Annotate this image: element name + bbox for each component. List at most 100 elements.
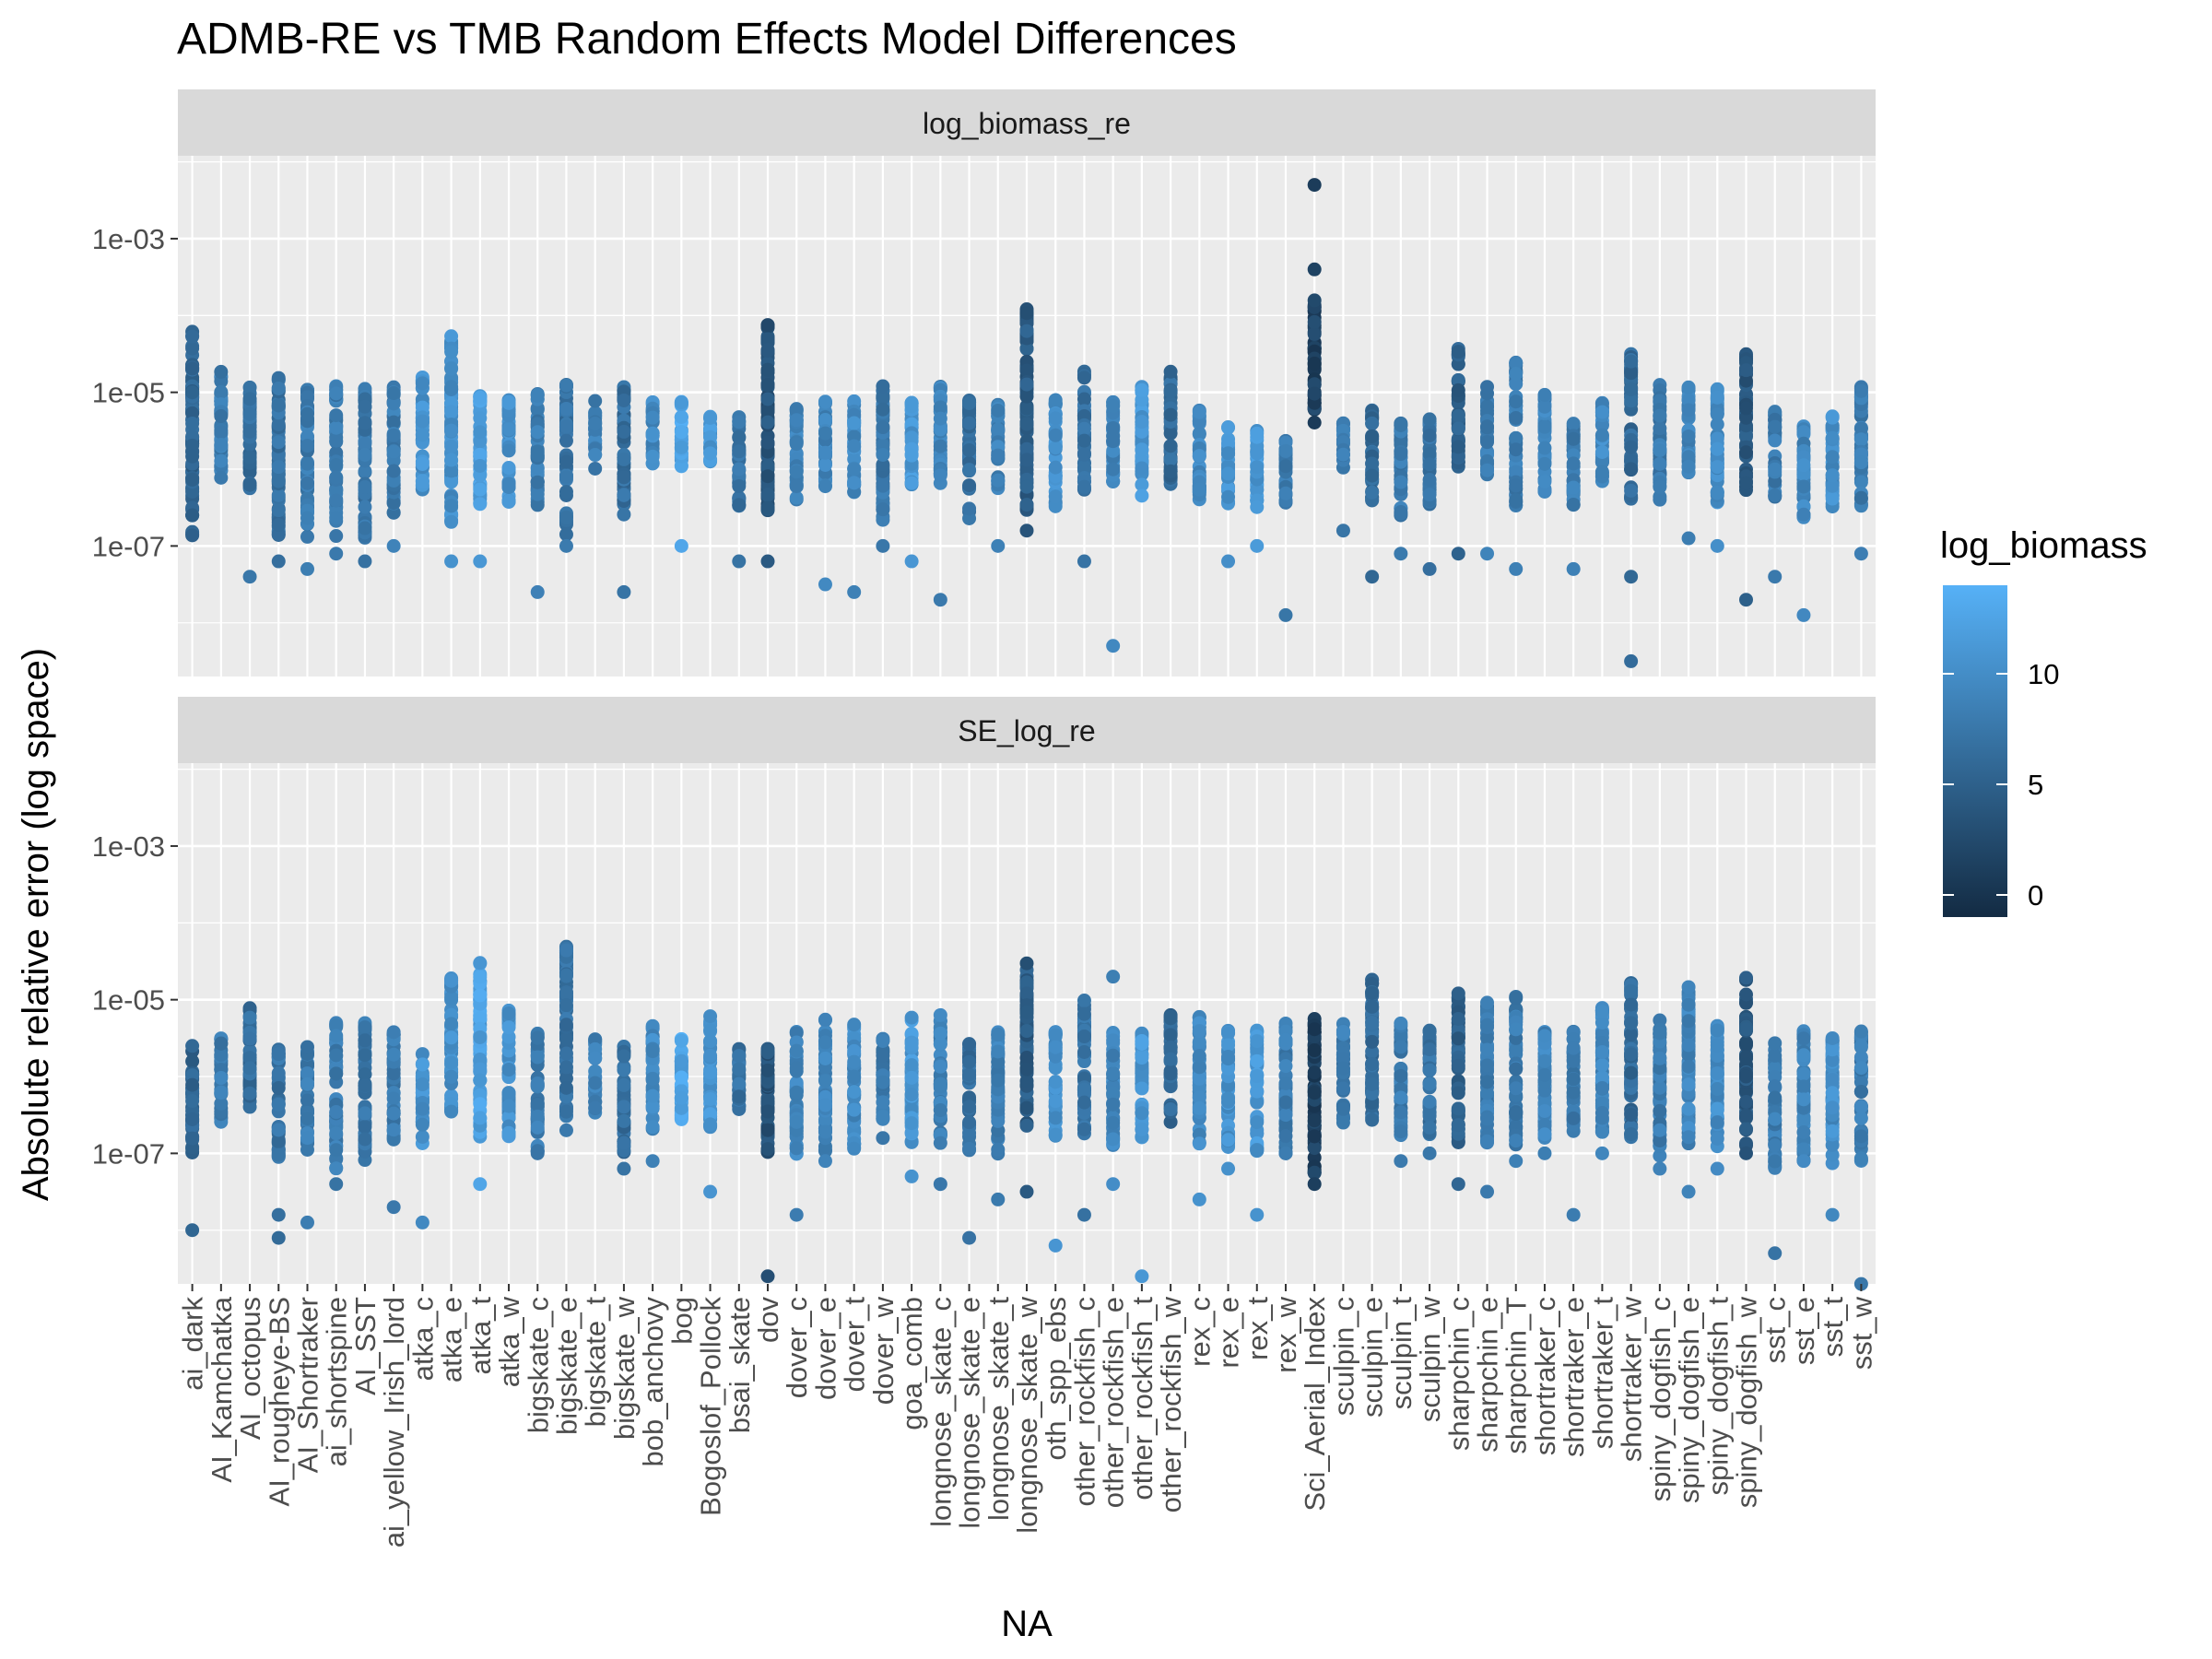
data-point [818, 1012, 832, 1027]
data-point [1278, 486, 1293, 500]
data-point [386, 1025, 401, 1040]
data-point [300, 1131, 314, 1146]
data-point-outlier [1739, 593, 1754, 607]
data-point [1537, 399, 1552, 414]
data-point [1394, 1090, 1408, 1105]
data-point [1566, 1085, 1581, 1100]
data-point [1624, 1127, 1639, 1142]
data-point [703, 446, 718, 461]
data-point [1221, 436, 1236, 451]
data-point-outlier [1335, 524, 1350, 538]
data-point [358, 1020, 372, 1035]
data-point [1710, 486, 1724, 500]
data-point [1192, 405, 1206, 419]
data-point-outlier [185, 508, 200, 523]
data-point [329, 493, 344, 508]
data-point [444, 423, 459, 438]
data-point [904, 476, 919, 490]
data-point [962, 1037, 977, 1052]
data-point [1307, 314, 1322, 329]
data-point [1537, 387, 1552, 402]
data-point [1135, 477, 1149, 492]
data-point [386, 396, 401, 411]
data-point [760, 1142, 775, 1157]
data-point [847, 1018, 862, 1032]
data-point [444, 464, 459, 478]
data-point [300, 476, 314, 490]
data-point [1624, 983, 1639, 998]
data-point [617, 1113, 631, 1128]
data-point [185, 1094, 200, 1109]
data-point [760, 1123, 775, 1137]
data-point [1106, 1066, 1121, 1081]
data-point [358, 436, 372, 451]
data-point [1019, 441, 1034, 456]
data-point [1106, 434, 1121, 449]
data-point [876, 1095, 890, 1110]
data-point [386, 1106, 401, 1121]
data-point [1624, 354, 1639, 369]
data-point [732, 429, 747, 444]
data-point [501, 1125, 516, 1140]
data-point [933, 1077, 947, 1091]
data-point [1019, 463, 1034, 477]
data-point [1537, 419, 1552, 434]
data-point [386, 444, 401, 459]
data-point-outlier [1106, 639, 1121, 653]
data-point [242, 406, 257, 421]
data-point [588, 394, 603, 408]
data-point [1307, 416, 1322, 430]
data-point [358, 1132, 372, 1147]
panel-points [185, 178, 1868, 668]
data-point [559, 419, 573, 434]
data-point [185, 406, 200, 420]
data-point [1335, 1081, 1350, 1096]
data-point [1307, 293, 1322, 308]
data-point [703, 1034, 718, 1049]
data-point [271, 381, 286, 395]
data-point [818, 457, 832, 472]
data-point [1624, 462, 1639, 477]
data-point [1509, 1062, 1524, 1077]
data-point [962, 1115, 977, 1130]
data-point [1509, 1042, 1524, 1057]
data-point [1451, 1058, 1465, 1073]
data-point [214, 453, 229, 468]
data-point [1278, 1095, 1293, 1110]
data-point-outlier [933, 593, 947, 607]
data-point [530, 1030, 545, 1045]
data-point [1451, 986, 1465, 1001]
data-point [1566, 456, 1581, 471]
data-point-outlier [1019, 524, 1034, 538]
data-point [876, 502, 890, 517]
data-point [789, 478, 804, 493]
data-point [588, 1076, 603, 1090]
data-point [1594, 1081, 1609, 1096]
data-point [473, 1111, 488, 1125]
data-point [242, 1010, 257, 1025]
data-point [760, 459, 775, 474]
data-point [1307, 386, 1322, 401]
data-point [732, 1089, 747, 1104]
data-point-outlier [358, 554, 372, 569]
data-point [1566, 1041, 1581, 1055]
data-point-outlier [1278, 607, 1293, 622]
data-point [329, 529, 344, 544]
data-point [501, 1020, 516, 1035]
data-point [1106, 1048, 1121, 1063]
data-point [530, 1120, 545, 1135]
data-point [1653, 456, 1667, 471]
data-point [473, 482, 488, 497]
data-point [1422, 1063, 1437, 1077]
data-point [1480, 995, 1495, 1010]
data-point [1250, 426, 1265, 441]
data-point [1077, 1030, 1091, 1044]
data-point [1509, 1022, 1524, 1037]
data-point [1250, 446, 1265, 461]
data-point [1307, 1086, 1322, 1100]
data-point-outlier [1307, 262, 1322, 276]
data-point [1106, 1115, 1121, 1130]
data-point [1307, 356, 1322, 371]
data-point [1019, 1100, 1034, 1115]
